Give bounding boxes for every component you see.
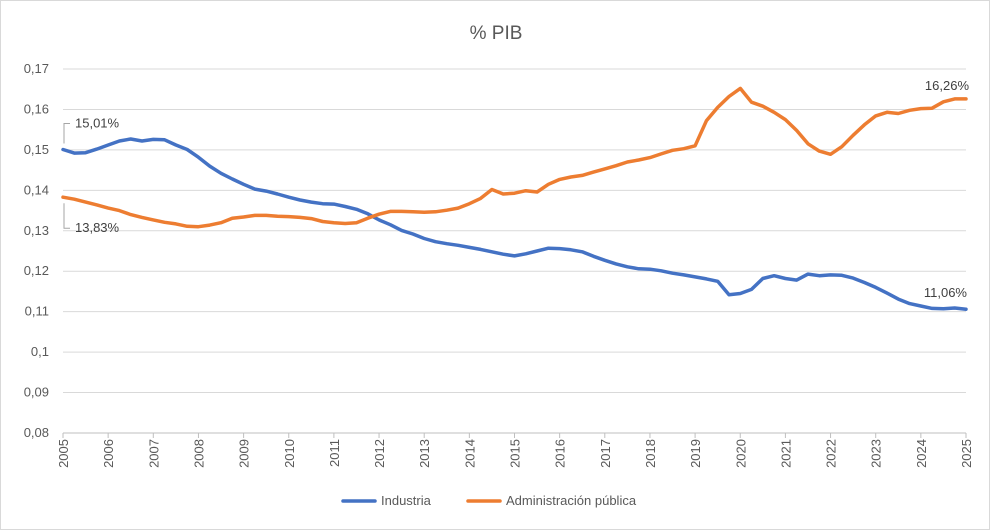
- x-tick-label: 2006: [101, 439, 116, 468]
- x-tick-label: 2010: [282, 439, 297, 468]
- legend-label: Industria: [381, 493, 432, 508]
- x-tick-label: 2005: [56, 439, 71, 468]
- x-tick-label: 2025: [959, 439, 974, 468]
- x-tick-label: 2022: [824, 439, 839, 468]
- legend-label: Administración pública: [506, 493, 637, 508]
- chart-title: % PIB: [470, 23, 523, 44]
- x-tick-label: 2020: [733, 439, 748, 468]
- x-tick-label: 2015: [508, 439, 523, 468]
- y-tick-label: 0,08: [24, 425, 49, 440]
- data-labels: 15,01% 13,83% 11,06% 16,26%: [63, 78, 970, 300]
- legend: Industria Administración pública: [341, 493, 637, 508]
- y-tick-label: 0,17: [24, 61, 49, 76]
- data-label-end-administracion: 16,26%: [925, 78, 970, 93]
- series-line-administración: [61, 86, 968, 229]
- data-label-start-administracion: 13,83%: [75, 220, 120, 235]
- x-tick-label: 2021: [778, 439, 793, 468]
- y-tick-label: 0,13: [24, 223, 49, 238]
- x-tick-label: 2017: [598, 439, 613, 468]
- x-tick-label: 2008: [191, 439, 206, 468]
- leader-line: [63, 122, 70, 144]
- x-tick-label: 2014: [462, 439, 477, 468]
- x-tick-label: 2012: [372, 439, 387, 468]
- x-tick-label: 2016: [553, 439, 568, 468]
- x-tick-label: 2024: [914, 439, 929, 468]
- x-tick-label: 2009: [237, 439, 252, 468]
- y-tick-label: 0,09: [24, 385, 49, 400]
- x-tick-label: 2013: [417, 439, 432, 468]
- x-tick-label: 2019: [688, 439, 703, 468]
- y-tick-label: 0,15: [24, 142, 49, 157]
- y-tick-label: 0,14: [24, 182, 49, 197]
- x-tick-label: 2011: [327, 439, 342, 467]
- series-lines: [61, 86, 968, 311]
- series-line-industria: [61, 137, 968, 311]
- x-tick-label: 2023: [869, 439, 884, 468]
- y-tick-label: 0,12: [24, 263, 49, 278]
- y-tick-label: 0,11: [25, 304, 49, 319]
- x-tick-label: 2007: [146, 439, 161, 468]
- data-label-start-industria: 15,01%: [75, 115, 120, 130]
- y-tick-label: 0,1: [31, 344, 49, 359]
- y-tick-label: 0,16: [24, 101, 49, 116]
- x-tick-label: 2018: [643, 439, 658, 468]
- axes: 0,08 0,09 0,1 0,11 0,12 0,13 0,14 0,15 0,16 0,17 2…: [24, 61, 974, 468]
- data-label-end-industria: 11,06%: [924, 285, 968, 300]
- grid-lines: [63, 68, 966, 434]
- leader-line: [63, 203, 70, 229]
